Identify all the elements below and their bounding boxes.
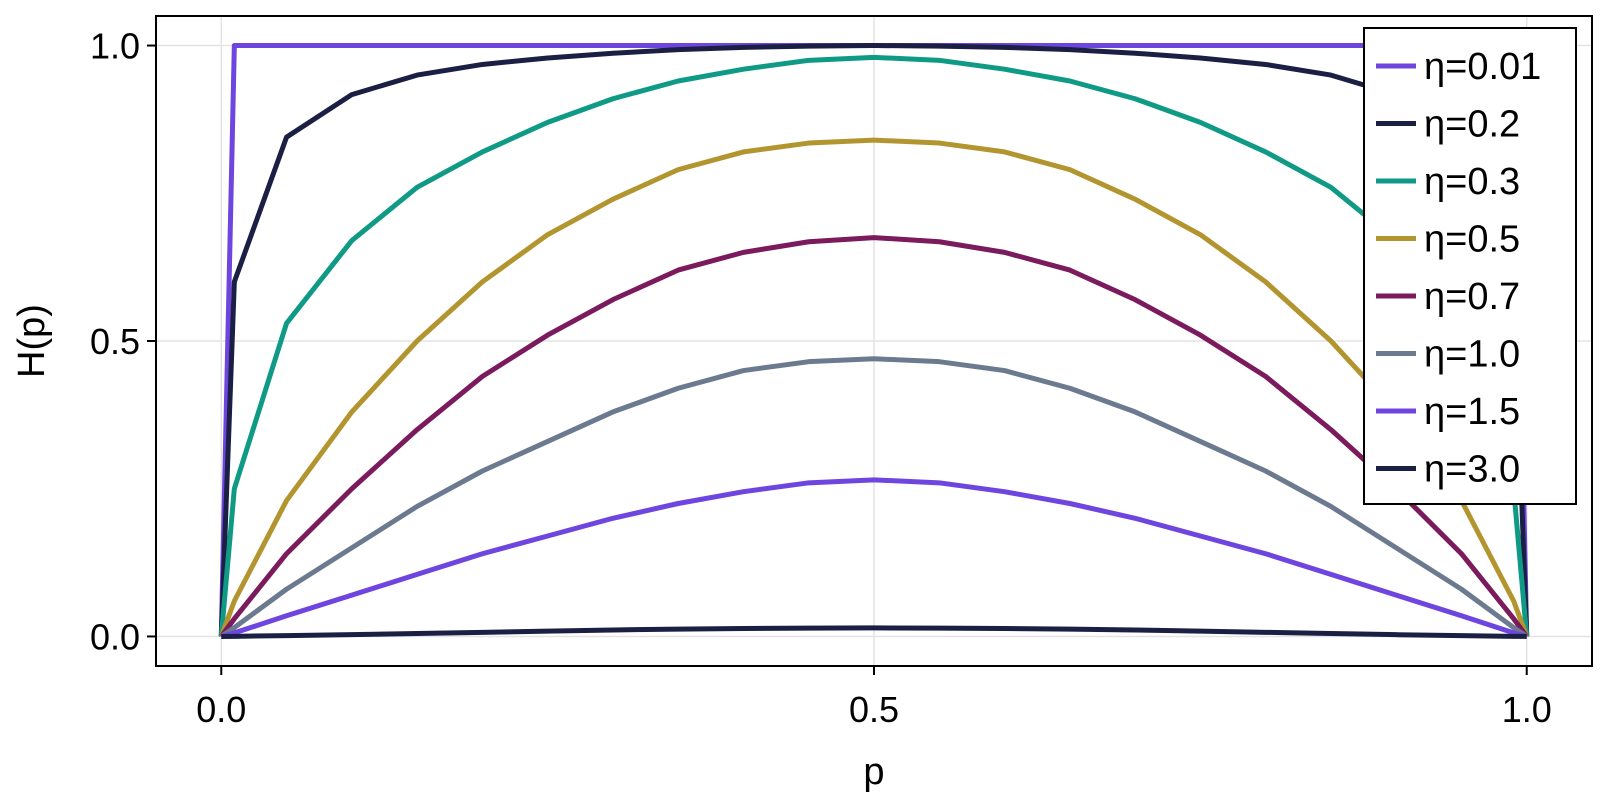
y-tick-label: 0.0 bbox=[90, 616, 140, 657]
legend-label: η=0.2 bbox=[1424, 104, 1520, 146]
y-tick-label: 1.0 bbox=[90, 26, 140, 67]
series-line-3 bbox=[218, 137, 1530, 638]
x-tick-label: 0.5 bbox=[849, 689, 899, 730]
series-line-5 bbox=[219, 356, 1529, 639]
legend: η=0.01 η=0.2 η=0.3 η=0.5 η=0.7 η=1.0 η=1.5 η=3.… bbox=[1363, 27, 1577, 505]
legend-label: η=0.01 bbox=[1424, 46, 1541, 88]
x-tick-label: 1.0 bbox=[1502, 689, 1552, 730]
y-axis-label: H(p) bbox=[11, 304, 53, 378]
legend-label: η=0.3 bbox=[1424, 161, 1520, 203]
series-lines bbox=[218, 43, 1530, 639]
series-line-2 bbox=[218, 54, 1530, 637]
y-tick-label: 0.5 bbox=[90, 321, 140, 362]
series-line-7 bbox=[221, 625, 1527, 639]
x-axis-label: p bbox=[863, 751, 884, 793]
legend-box bbox=[1363, 27, 1577, 505]
series-line-6 bbox=[220, 477, 1528, 639]
series-line-1 bbox=[218, 43, 1530, 637]
x-tick-label: 0.0 bbox=[196, 689, 246, 730]
legend-label: η=0.7 bbox=[1424, 276, 1520, 318]
legend-label: η=1.0 bbox=[1424, 334, 1520, 376]
legend-label: η=0.5 bbox=[1424, 219, 1520, 261]
legend-label: η=1.5 bbox=[1424, 391, 1520, 433]
series-line-4 bbox=[219, 235, 1529, 638]
legend-label: η=3.0 bbox=[1424, 449, 1520, 491]
axis-ticks: 0.0 0.5 1.0 0.0 0.5 1.0 bbox=[90, 26, 1552, 730]
